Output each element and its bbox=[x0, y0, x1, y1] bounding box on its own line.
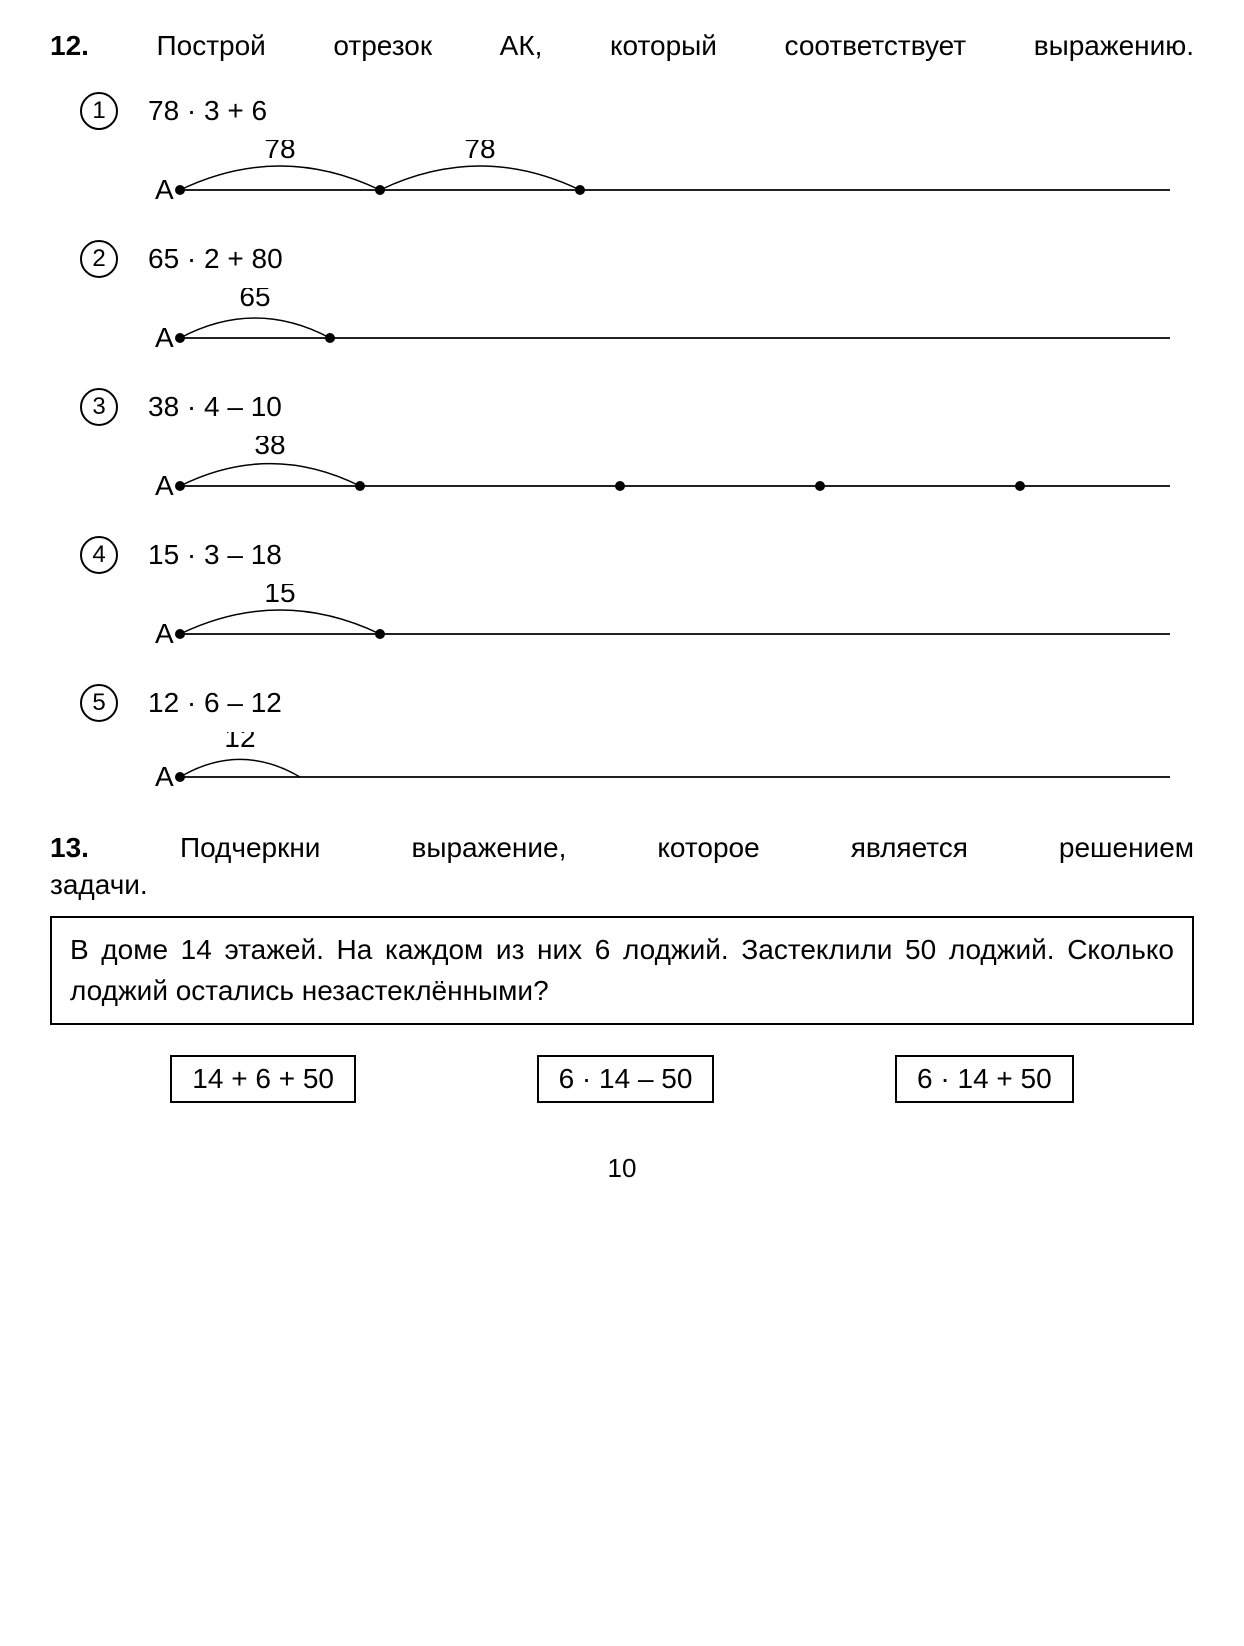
task-12-word: АК, bbox=[500, 30, 543, 61]
number-line-diagram: А 12 bbox=[150, 732, 1170, 787]
segment-label: 38 bbox=[254, 436, 285, 460]
segment-arc bbox=[180, 166, 380, 190]
subtask-expression: 78 · 3 + 6 bbox=[148, 92, 267, 127]
subtask-expression: 38 · 4 – 10 bbox=[148, 388, 282, 423]
subtasks-container: 1 78 · 3 + 6 А 78 78 2 65 · 2 + 80 А 65 3 38 · 4 –… bbox=[50, 92, 1194, 792]
task-12-word: соответствует bbox=[785, 30, 967, 61]
subtask-expression: 12 · 6 – 12 bbox=[148, 684, 282, 719]
line-dot bbox=[575, 185, 585, 195]
line-dot bbox=[175, 185, 185, 195]
point-label-a: А bbox=[155, 322, 174, 353]
segment-label: 78 bbox=[464, 140, 495, 164]
answer-option-2[interactable]: 6 · 14 – 50 bbox=[537, 1055, 715, 1103]
segment-label: 78 bbox=[264, 140, 295, 164]
segment-arc bbox=[180, 759, 300, 777]
line-dot bbox=[175, 481, 185, 491]
task-12-header: 12. Построй отрезок АК, который соответс… bbox=[50, 30, 1194, 62]
line-dot bbox=[355, 481, 365, 491]
number-line-diagram: А 78 78 bbox=[150, 140, 1170, 205]
segment-label: 15 bbox=[264, 584, 295, 608]
subtask-circle-number: 5 bbox=[80, 684, 118, 722]
subtask-expression: 65 · 2 + 80 bbox=[148, 240, 283, 275]
segment-label: 65 bbox=[239, 288, 270, 312]
diagram-2: А 65 bbox=[150, 288, 1194, 358]
segment-arc bbox=[180, 318, 330, 338]
line-dot bbox=[175, 333, 185, 343]
subtask-expression: 15 · 3 – 18 bbox=[148, 536, 282, 571]
task-13-word: является bbox=[851, 832, 968, 863]
subtask-circle-number: 4 bbox=[80, 536, 118, 574]
line-dot bbox=[325, 333, 335, 343]
number-line-diagram: А 38 bbox=[150, 436, 1170, 501]
segment-label: 12 bbox=[224, 732, 255, 753]
answer-options: 14 + 6 + 50 6 · 14 – 50 6 · 14 + 50 bbox=[50, 1055, 1194, 1103]
diagram-5: А 12 bbox=[150, 732, 1194, 792]
segment-arc bbox=[380, 166, 580, 190]
number-line-diagram: А 15 bbox=[150, 584, 1170, 649]
task-12-word: отрезок bbox=[333, 30, 432, 61]
point-label-a: А bbox=[155, 761, 174, 787]
point-label-a: А bbox=[155, 470, 174, 501]
segment-arc bbox=[180, 610, 380, 634]
task-12-word: Построй bbox=[157, 30, 266, 61]
subtask-3: 3 38 · 4 – 10 bbox=[50, 388, 1194, 426]
point-label-a: А bbox=[155, 174, 174, 205]
subtask-circle-number: 2 bbox=[80, 240, 118, 278]
task-13-word: которое bbox=[657, 832, 759, 863]
subtask-circle-number: 3 bbox=[80, 388, 118, 426]
line-dot bbox=[375, 629, 385, 639]
task-12-word: выражению. bbox=[1034, 30, 1194, 61]
point-label-a: А bbox=[155, 618, 174, 649]
line-dot bbox=[175, 772, 185, 782]
subtask-5: 5 12 · 6 – 12 bbox=[50, 684, 1194, 722]
task-13-word: Подчеркни bbox=[180, 832, 321, 863]
task-13-word: решением bbox=[1059, 832, 1194, 863]
task-12-number: 12. bbox=[50, 30, 89, 61]
task-13-word: задачи. bbox=[50, 869, 148, 900]
answer-option-3[interactable]: 6 · 14 + 50 bbox=[895, 1055, 1074, 1103]
line-dot bbox=[815, 481, 825, 491]
number-line-diagram: А 65 bbox=[150, 288, 1170, 353]
task-13-word: выражение, bbox=[411, 832, 566, 863]
line-dot bbox=[375, 185, 385, 195]
answer-option-1[interactable]: 14 + 6 + 50 bbox=[170, 1055, 356, 1103]
line-dot bbox=[615, 481, 625, 491]
line-dot bbox=[1015, 481, 1025, 491]
diagram-1: А 78 78 bbox=[150, 140, 1194, 210]
subtask-circle-number: 1 bbox=[80, 92, 118, 130]
segment-arc bbox=[180, 464, 360, 486]
page-number: 10 bbox=[50, 1153, 1194, 1184]
line-dot bbox=[175, 629, 185, 639]
task-13-header: 13. Подчеркни выражение, которое являетс… bbox=[50, 832, 1194, 901]
task-13-number: 13. bbox=[50, 832, 89, 863]
diagram-3: А 38 bbox=[150, 436, 1194, 506]
diagram-4: А 15 bbox=[150, 584, 1194, 654]
task-12-word: который bbox=[610, 30, 717, 61]
subtask-2: 2 65 · 2 + 80 bbox=[50, 240, 1194, 278]
problem-box: В доме 14 этажей. На каждом из них 6 лод… bbox=[50, 916, 1194, 1025]
subtask-1: 1 78 · 3 + 6 bbox=[50, 92, 1194, 130]
subtask-4: 4 15 · 3 – 18 bbox=[50, 536, 1194, 574]
